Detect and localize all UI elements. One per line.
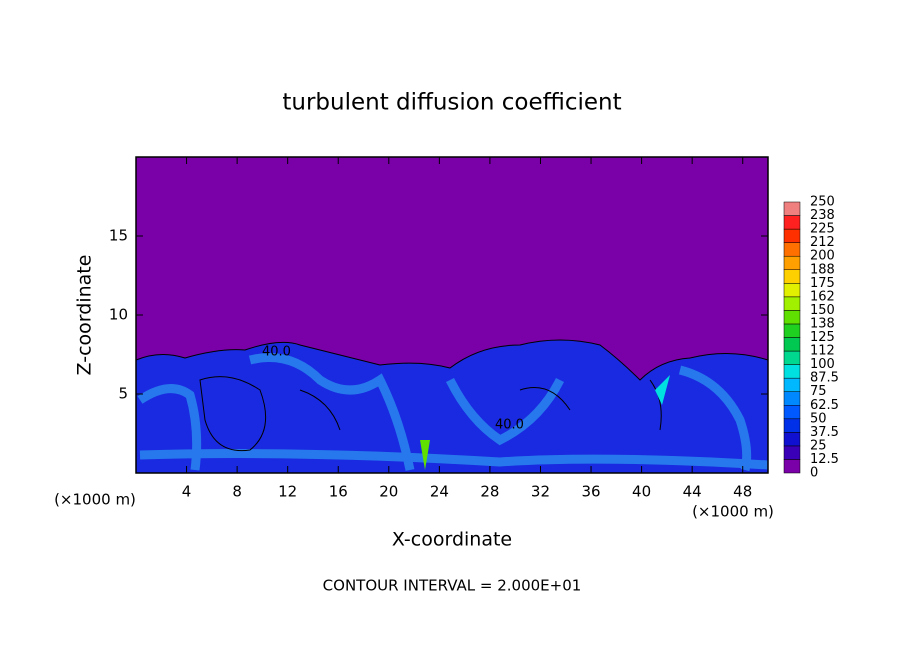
colorbar-band xyxy=(783,201,801,216)
x-tick-label: 48 xyxy=(733,483,752,501)
colorbar-band xyxy=(783,377,801,392)
contour-label: 40.0 xyxy=(262,345,291,360)
colorbar-label: 250 xyxy=(810,195,835,210)
colorbar-band xyxy=(783,269,801,284)
colorbar-band xyxy=(783,364,801,379)
chart-title: turbulent diffusion coefficient xyxy=(282,90,621,116)
colorbar-label: 162 xyxy=(810,289,835,304)
x-tick-label: 12 xyxy=(278,483,297,501)
colorbar-label: 125 xyxy=(810,330,835,345)
colorbar-band xyxy=(783,445,801,460)
colorbar-band xyxy=(783,296,801,311)
colorbar-label: 188 xyxy=(810,262,835,277)
colorbar-label: 25 xyxy=(810,438,827,453)
colorbar-label: 200 xyxy=(810,249,835,264)
y-tick-label: 15 xyxy=(109,227,128,245)
colorbar-label: 138 xyxy=(810,316,835,331)
colorbar-label: 175 xyxy=(810,276,835,291)
colorbar-band xyxy=(783,459,801,474)
colorbar-band xyxy=(783,255,801,271)
colorbar-band xyxy=(783,215,801,230)
y-axis-label: Z-coordinate xyxy=(74,255,96,376)
colorbar-label: 225 xyxy=(810,222,835,237)
x-tick-label: 32 xyxy=(531,483,550,501)
x-tick-label: 28 xyxy=(480,483,499,501)
colorbar-band xyxy=(783,405,801,420)
contour-label: 40.0 xyxy=(495,418,524,433)
y-tick-label: 5 xyxy=(118,385,128,403)
field xyxy=(135,157,769,474)
colorbar-label: 87.5 xyxy=(810,371,839,386)
x-unit: (×1000 m) xyxy=(692,503,774,521)
colorbar-band xyxy=(783,418,801,433)
colorbar-label: 75 xyxy=(810,384,827,399)
colorbar-label: 12.5 xyxy=(810,452,839,467)
x-tick-label: 20 xyxy=(379,483,398,501)
colorbar-band xyxy=(783,391,801,406)
colorbar-label: 212 xyxy=(810,235,835,250)
x-tick-label: 8 xyxy=(232,483,242,501)
x-tick-label: 36 xyxy=(581,483,600,501)
colorbar-band xyxy=(783,310,801,325)
colorbar-band xyxy=(783,432,801,447)
x-tick-label: 24 xyxy=(430,483,449,501)
colorbar-label: 112 xyxy=(810,344,835,359)
colorbar-band xyxy=(783,350,801,365)
x-tick-label: 40 xyxy=(632,483,651,501)
colorbar-label: 50 xyxy=(810,411,827,426)
y-tick-label: 10 xyxy=(109,306,128,324)
x-unit: (×1000 m) xyxy=(54,491,136,509)
colorbar-band xyxy=(783,283,801,298)
colorbar-band xyxy=(783,337,801,352)
colorbar-band xyxy=(783,242,801,257)
annotation: CONTOUR INTERVAL = 2.000E+01 xyxy=(323,577,582,595)
x-tick-label: 4 xyxy=(182,483,192,501)
colorbar-label: 37.5 xyxy=(810,425,839,440)
x-axis-label: X-coordinate xyxy=(392,529,512,551)
colorbar-band xyxy=(783,228,801,243)
colorbar-label: 0 xyxy=(810,466,818,481)
colorbar-label: 62.5 xyxy=(810,398,839,413)
colorbar-band xyxy=(783,323,801,338)
x-tick-label: 16 xyxy=(329,483,348,501)
x-tick-label: 44 xyxy=(683,483,702,501)
colorbar-label: 238 xyxy=(810,208,835,223)
colorbar-label: 100 xyxy=(810,357,835,372)
colorbar-label: 150 xyxy=(810,303,835,318)
